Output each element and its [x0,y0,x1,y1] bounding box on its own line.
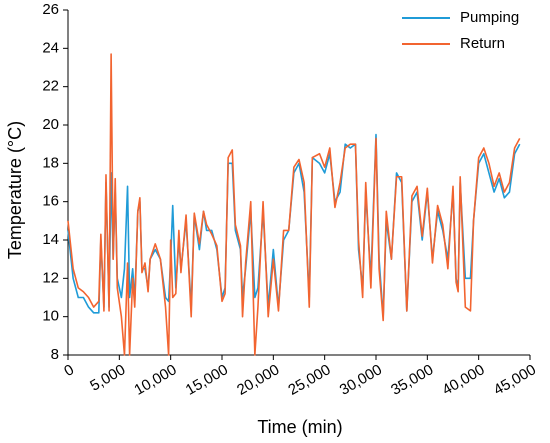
y-tick-label: 18 [42,154,59,171]
y-tick-label: 20 [42,116,59,133]
x-tick-label: 45,000 [491,361,539,399]
x-tick-label: 35,000 [388,361,436,399]
y-tick-label: 8 [51,346,59,363]
x-tick-label: 5,000 [87,361,128,394]
x-tick-label: 0 [61,361,77,380]
x-tick-label: 40,000 [439,361,487,399]
x-axis-title: Time (min) [257,417,342,437]
y-tick-label: 24 [42,39,59,56]
x-tick-label: 10,000 [131,361,179,399]
x-tick-label: 30,000 [337,361,385,399]
y-tick-label: 10 [42,308,59,325]
x-tick-label: 15,000 [183,361,231,399]
y-tick-label: 22 [42,78,59,95]
legend-label: Return [460,35,505,52]
y-tick-label: 12 [42,269,59,286]
y-axis-title: Temperature (°C) [5,121,25,259]
x-tick-label: 25,000 [285,361,333,399]
x-tick-label: 20,000 [234,361,282,399]
y-tick-label: 16 [42,193,59,210]
y-tick-label: 14 [42,231,59,248]
y-tick-label: 26 [42,1,59,18]
series-line [67,53,521,356]
legend-label: Pumping [460,9,519,26]
